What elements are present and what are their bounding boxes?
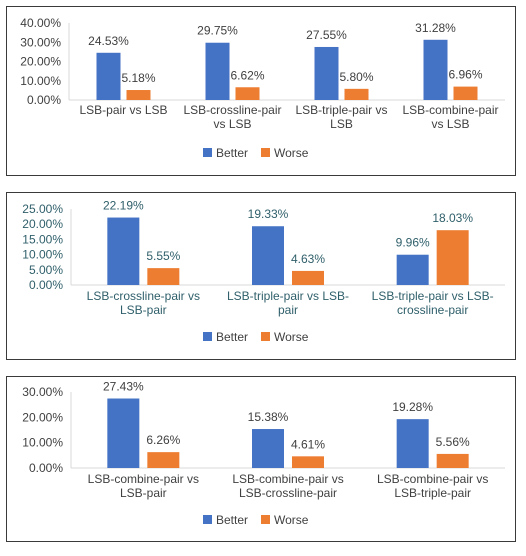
bar-worse-1 xyxy=(147,268,180,285)
legend-label-worse: Worse xyxy=(274,146,309,160)
bar-chart-2: 0.00%5.00%10.00% 15.00%20.00%25.00% 22.19%… xyxy=(22,199,505,344)
legend-swatch-worse xyxy=(261,332,270,341)
data-label-worse-3: 5.56% xyxy=(436,435,470,449)
category-label-1: LSB-pair xyxy=(120,303,167,317)
data-label-worse-2: 6.62% xyxy=(230,68,264,82)
category-label-4: vs LSB xyxy=(431,117,469,131)
bar-better-3 xyxy=(396,254,429,285)
legend-swatch-worse xyxy=(261,148,270,157)
data-label-better-4: 31.28% xyxy=(415,21,456,35)
bar-worse-2 xyxy=(235,87,260,100)
category-label-3: LSB-triple-pair xyxy=(394,486,471,500)
bar-worse-4 xyxy=(453,86,478,100)
legend-label-better: Better xyxy=(216,330,248,344)
data-label-worse-4: 6.96% xyxy=(448,68,482,82)
legend-label-better: Better xyxy=(216,513,248,527)
data-label-better-2: 15.38% xyxy=(248,410,289,424)
y-tick-label: 0.00% xyxy=(29,278,63,292)
bar-worse-3 xyxy=(436,453,469,468)
data-label-better-3: 19.28% xyxy=(392,400,433,414)
bar-better-3 xyxy=(396,419,429,468)
legend-label-better: Better xyxy=(216,146,248,160)
bar-better-3 xyxy=(314,46,339,100)
data-label-worse-1: 5.18% xyxy=(121,71,155,85)
data-label-better-3: 27.55% xyxy=(306,28,347,42)
bar-better-1 xyxy=(107,398,140,468)
bar-worse-1 xyxy=(147,452,180,468)
bar-worse-2 xyxy=(292,270,324,285)
chart-panel-2: 0.00% 5.00% 10.00% 15.00% 20.00% 25.00% 22.19%… xyxy=(6,192,516,360)
y-tick-label: 20.00% xyxy=(20,55,61,69)
category-label-1: LSB-crossline-pair vs xyxy=(87,289,200,303)
bar-worse-3 xyxy=(436,230,469,285)
chart-panel-1: 0.00% 10.00% 20.00% 30.00% 40.00% 24.53% 5.18%… xyxy=(6,6,516,176)
chart-panel-3: 0.00% 10.00% 20.00% 30.00% 27.43% 6.26% LSB-co… xyxy=(6,376,516,542)
y-tick-label: 40.00% xyxy=(20,16,61,30)
y-tick-label: 0.00% xyxy=(29,461,63,475)
bar-chart-3: 0.00% 10.00% 20.00% 30.00% 27.43% 6.26% LSB-co… xyxy=(22,380,505,527)
data-label-worse-3: 5.80% xyxy=(339,70,373,84)
category-label-2: LSB-triple-pair vs LSB- xyxy=(227,289,349,303)
y-tick-label: 0.00% xyxy=(27,93,61,107)
legend-swatch-better xyxy=(203,148,212,157)
legend-swatch-better xyxy=(203,332,212,341)
bar-better-2 xyxy=(252,429,284,468)
y-tick-label: 25.00% xyxy=(22,202,63,216)
data-label-better-1: 22.19% xyxy=(103,199,144,213)
y-tick-label: 30.00% xyxy=(22,385,63,399)
data-label-better-2: 29.75% xyxy=(197,24,238,38)
category-label-3: LSB-triple-pair vs LSB- xyxy=(372,289,494,303)
data-label-worse-1: 5.55% xyxy=(146,249,180,263)
category-label-4: LSB-combine-pair xyxy=(402,103,498,117)
category-label-2: vs LSB xyxy=(213,117,251,131)
legend-label-worse: Worse xyxy=(274,330,309,344)
y-tick-label: 30.00% xyxy=(20,35,61,49)
data-label-better-1: 24.53% xyxy=(88,34,129,48)
data-label-better-1: 27.43% xyxy=(103,380,144,394)
bar-worse-3 xyxy=(344,88,369,100)
category-label-2: pair xyxy=(278,303,298,317)
bar-better-4 xyxy=(423,39,448,100)
y-tick-label: 20.00% xyxy=(22,410,63,424)
data-label-worse-2: 4.63% xyxy=(291,252,325,266)
category-label-1: LSB-pair vs LSB xyxy=(79,103,167,117)
category-label-1: LSB-pair xyxy=(120,486,167,500)
category-label-3: crossline-pair xyxy=(397,303,468,317)
y-tick-label: 10.00% xyxy=(22,436,63,450)
y-tick-label: 5.00% xyxy=(29,263,63,277)
y-tick-label: 10.00% xyxy=(22,248,63,262)
legend-label-worse: Worse xyxy=(274,513,309,527)
category-label-3: LSB xyxy=(330,117,353,131)
category-label-2: LSB-crossline-pair xyxy=(239,486,337,500)
legend-swatch-worse xyxy=(261,515,270,524)
y-tick-label: 15.00% xyxy=(22,232,63,246)
bar-better-1 xyxy=(107,217,140,285)
category-label-1: LSB-combine-pair vs xyxy=(88,472,199,486)
bar-worse-1 xyxy=(126,90,151,100)
data-label-worse-1: 6.26% xyxy=(146,433,180,447)
bar-chart-1: 0.00% 10.00% 20.00% 30.00% 40.00% 24.53% 5.18%… xyxy=(20,16,505,160)
data-label-better-3: 9.96% xyxy=(396,236,430,250)
category-label-2: LSB-crossline-pair xyxy=(183,103,281,117)
bar-better-2 xyxy=(205,42,230,100)
y-tick-label: 20.00% xyxy=(22,217,63,231)
data-label-worse-2: 4.61% xyxy=(291,437,325,451)
category-label-3: LSB-combine-pair vs xyxy=(377,472,488,486)
data-label-better-2: 19.33% xyxy=(248,207,289,221)
data-label-worse-3: 18.03% xyxy=(432,211,473,225)
category-label-3: LSB-triple-pair vs xyxy=(295,103,387,117)
category-label-2: LSB-combine-pair vs xyxy=(232,472,343,486)
bar-better-2 xyxy=(252,226,284,285)
y-tick-label: 10.00% xyxy=(20,74,61,88)
bar-worse-2 xyxy=(292,456,324,468)
legend-swatch-better xyxy=(203,515,212,524)
bar-better-1 xyxy=(96,52,121,100)
